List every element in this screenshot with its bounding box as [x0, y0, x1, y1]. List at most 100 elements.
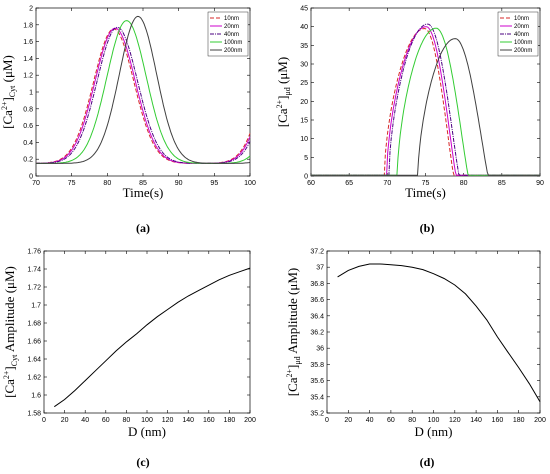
- y-tick-label: 36.8: [310, 281, 324, 288]
- x-tick-label: 160: [492, 417, 504, 424]
- chart-panel-3: 0 20 40 60 80 100 120 140 160 180 200 1.58 1.6 1.62 1.…: [2, 249, 256, 470]
- y-tick-label: 35.4: [310, 394, 324, 401]
- x-tick-label: 20: [61, 417, 69, 424]
- y-label-bracket: ]: [285, 365, 300, 369]
- x-tick-label: 0: [325, 417, 329, 424]
- y-tick-label: 1.68: [27, 321, 41, 328]
- x-tick-label: 140: [470, 417, 482, 424]
- x-tick-label: 85: [498, 180, 506, 187]
- y-tick-label: 1.76: [27, 249, 41, 256]
- y-tick-label: 45: [300, 6, 308, 13]
- x-axis-label: D (nm): [128, 424, 166, 439]
- x-tick-label: 120: [162, 417, 174, 424]
- x-tick-label: 65: [345, 180, 353, 187]
- y-tick-label: 1.58: [27, 411, 41, 418]
- y-tick-label: 20: [300, 99, 308, 106]
- x-axis-label: Time(s): [405, 185, 446, 200]
- legend-label: 10nm: [514, 16, 529, 22]
- y-axis-label: [Ca2+]Cyt Amplitude (μM): [2, 266, 19, 398]
- y-tick-label: 1.6: [23, 39, 33, 46]
- x-tick-label: 75: [68, 180, 76, 187]
- y-tick-label: 1.74: [27, 267, 41, 274]
- legend-label: 200nm: [514, 48, 532, 54]
- y-tick-label: 35: [300, 43, 308, 50]
- y-tick-label: 1.62: [27, 375, 41, 382]
- x-tick-label: 200: [534, 417, 546, 424]
- legend-label: 10nm: [224, 16, 239, 22]
- y-tick-label: 15: [300, 118, 308, 125]
- y-tick-label: 0.2: [23, 157, 33, 164]
- y-label-unit: (μM): [0, 55, 15, 85]
- series-line-200nm: [36, 15, 251, 164]
- y-axis-label: [Ca2+]μd Amplitude (μM): [285, 268, 302, 397]
- x-tick-label: 60: [102, 417, 110, 424]
- y-tick-label: 36.4: [310, 313, 324, 320]
- x-tick-label: 180: [224, 417, 236, 424]
- x-tick-label: 70: [383, 180, 391, 187]
- y-tick-label: 5: [304, 155, 308, 162]
- series-line-40nm: [36, 26, 251, 164]
- y-label-unit: Amplitude (μM): [285, 268, 300, 357]
- x-tick-label: 100: [141, 417, 153, 424]
- x-tick-label: 60: [307, 180, 315, 187]
- y-tick-label: 10: [300, 136, 308, 143]
- plot-frame: [326, 250, 541, 414]
- y-label-unit: Amplitude (μM): [2, 266, 17, 355]
- x-axis-label: D (nm): [415, 424, 453, 439]
- y-tick-label: 1.66: [27, 339, 41, 346]
- y-tick-label: 36: [316, 346, 324, 353]
- panel-label: (a): [136, 221, 150, 235]
- panel-label: (b): [420, 221, 435, 235]
- x-tick-label: 70: [32, 180, 40, 187]
- y-label-superscript: 2+: [2, 370, 11, 379]
- x-tick-label: 90: [175, 180, 183, 187]
- y-label-subscript: Cyt: [10, 354, 19, 366]
- legend-label: 100nm: [224, 40, 242, 46]
- plot-frame: [43, 250, 251, 414]
- y-label-superscript: 2+: [285, 368, 294, 377]
- y-tick-label: 0: [29, 174, 33, 181]
- legend-label: 20nm: [224, 24, 239, 30]
- y-tick-label: 1: [29, 90, 33, 97]
- y-tick-label: 36.6: [310, 297, 324, 304]
- y-tick-label: 37: [316, 265, 324, 272]
- x-tick-label: 85: [139, 180, 147, 187]
- legend-label: 40nm: [224, 32, 239, 38]
- y-label-bracket: ]: [0, 97, 15, 101]
- y-tick-label: 1.72: [27, 285, 41, 292]
- x-tick-label: 80: [408, 417, 416, 424]
- x-tick-label: 100: [244, 180, 256, 187]
- legend-box: [207, 11, 249, 57]
- y-tick-label: 37.2: [310, 249, 324, 256]
- y-label-bracket: ]: [275, 96, 290, 100]
- y-tick-label: 35.6: [310, 378, 324, 385]
- x-tick-label: 100: [428, 417, 440, 424]
- x-tick-label: 0: [42, 417, 46, 424]
- y-tick-label: 0: [304, 174, 308, 181]
- x-axis-label: Time(s): [123, 185, 164, 200]
- legend-label: 100nm: [514, 40, 532, 46]
- legend-label: 200nm: [224, 48, 242, 54]
- y-label-superscript: 2+: [0, 101, 9, 110]
- chart-panel-2: 60 65 70 75 80 85 90 0 5 10 15 20 25 30 35 40 45 Time(s) […: [275, 6, 544, 236]
- chart-panel-4: 0 20 40 60 80 100 120 140 160 180 200 35.2 35.4 35.6 3…: [285, 249, 546, 470]
- x-tick-label: 75: [422, 180, 430, 187]
- panel-label: (d): [420, 455, 435, 469]
- y-label-superscript: 2+: [275, 99, 284, 108]
- y-tick-label: 1.2: [23, 73, 33, 80]
- y-tick-label: 40: [300, 24, 308, 31]
- x-tick-label: 90: [536, 180, 544, 187]
- y-label-subscript: μd: [293, 356, 302, 364]
- y-label-base: [Ca: [2, 379, 17, 398]
- y-tick-label: 1.6: [31, 393, 41, 400]
- x-tick-label: 80: [103, 180, 111, 187]
- panel-label: (c): [136, 455, 149, 469]
- series-line-200nm: [311, 38, 540, 176]
- y-axis-label: [Ca2+]Cyt (μM): [0, 55, 17, 129]
- y-tick-label: 35.8: [310, 362, 324, 369]
- y-tick-label: 36.2: [310, 330, 324, 337]
- y-tick-label: 1.8: [23, 22, 33, 29]
- y-label-unit: (μM): [275, 57, 290, 87]
- y-tick-label: 30: [300, 62, 308, 69]
